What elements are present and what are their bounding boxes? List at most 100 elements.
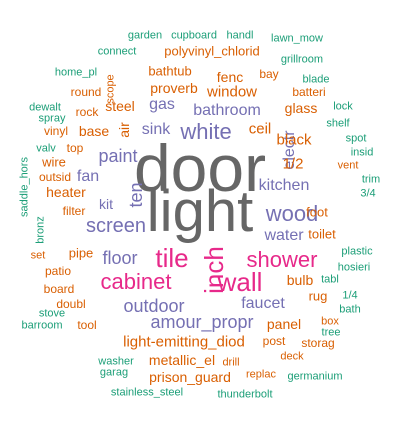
word-cabinet: cabinet	[100, 269, 172, 294]
word-valv: valv	[36, 142, 56, 155]
word-toilet: toilet	[308, 226, 336, 242]
word-steel: steel	[105, 98, 135, 114]
word-1-4: 1/4	[342, 289, 358, 302]
word-drill: drill	[222, 356, 240, 369]
word-foot: foot	[306, 204, 328, 220]
word-blade: blade	[302, 73, 330, 86]
word-glass: glass	[284, 100, 318, 116]
word-ten: ten	[126, 182, 146, 208]
word-storag: storag	[301, 336, 335, 350]
word-top: top	[66, 141, 84, 155]
word-grillroom: grillroom	[280, 53, 324, 66]
word-set: set	[30, 249, 46, 262]
word-board: board	[43, 282, 75, 296]
word-rock: rock	[75, 105, 99, 119]
word-plastic: plastic	[341, 245, 373, 258]
word-paint: paint	[98, 146, 138, 166]
word-box: box	[321, 315, 339, 328]
word-3-4: 3/4	[360, 187, 376, 200]
word-tree: tree	[321, 326, 341, 339]
word-filter: filter	[62, 204, 86, 218]
word-post: post	[262, 334, 286, 348]
word-stove: stove	[38, 307, 66, 320]
word-tile: tile	[155, 243, 189, 273]
word-spray: spray	[38, 112, 66, 125]
word-lock: lock	[333, 100, 353, 113]
word-connect: connect	[97, 45, 137, 58]
word-heater: heater	[46, 184, 86, 200]
word-lawn-mow: lawn_mow	[271, 32, 323, 45]
word-bathtub: bathtub	[148, 63, 192, 79]
word-pipe: pipe	[68, 245, 94, 261]
word-gas: gas	[149, 96, 175, 113]
word-ceil: ceil	[248, 120, 272, 138]
word-bay: bay	[259, 67, 279, 81]
word-trim: trim	[361, 173, 381, 186]
word-kit: kit	[99, 196, 113, 212]
word-patio: patio	[44, 264, 72, 278]
word-round: round	[70, 85, 102, 99]
word-bathroom: bathroom	[193, 102, 261, 119]
word-light-emitting-diod: light-emitting_diod	[123, 333, 245, 351]
word-germanium: germanium	[287, 370, 343, 383]
word-panel: panel	[266, 316, 302, 332]
word-home-pl: home_pl	[54, 66, 98, 79]
word-air: air	[116, 122, 132, 138]
word-outsid: outsid	[38, 170, 72, 184]
word-insid: insid	[350, 146, 374, 159]
word-shelf: shelf	[326, 117, 350, 130]
word-bronz: bronz	[34, 216, 47, 244]
word-bath: bath	[339, 303, 361, 316]
word-cupboard: cupboard	[171, 29, 217, 42]
word-replac: replac	[246, 368, 276, 381]
word-scope: scope	[104, 74, 117, 104]
word-amour-propr: amour_propr	[150, 312, 254, 332]
word-tabl: tabl	[321, 273, 339, 286]
word-handl: handl	[226, 29, 254, 42]
word-fan: fan	[76, 168, 100, 185]
word-proverb: proverb	[150, 80, 198, 96]
word-metallic-el: metallic_el	[148, 352, 216, 368]
word-bulb: bulb	[286, 272, 314, 288]
word-wire: wire	[42, 154, 66, 170]
word-wall: wall	[217, 267, 263, 297]
word-wood: wood	[265, 201, 319, 226]
word-batteri: batteri	[292, 85, 326, 99]
word-polyvinyl-chlorid: polyvinyl_chlorid	[164, 43, 260, 59]
word-rug: rug	[308, 288, 328, 304]
word-prison-guard: prison_guard	[149, 369, 231, 385]
word-vent: vent	[337, 159, 359, 172]
word-shower: shower	[246, 247, 318, 272]
word-barroom: barroom	[21, 319, 63, 332]
word-1-2: 1/2	[282, 155, 304, 173]
word-screen: screen	[85, 215, 147, 237]
word-door: door	[133, 131, 267, 205]
word-garden: garden	[127, 29, 163, 42]
word-floor: floor	[102, 248, 138, 268]
word-water: water	[264, 227, 304, 244]
word-spot: spot	[345, 132, 367, 145]
word-outdoor: outdoor	[123, 296, 185, 316]
word-tool: tool	[77, 318, 97, 332]
word-washer: washer	[98, 355, 134, 368]
word-thunderbolt: thunderbolt	[217, 388, 273, 401]
word-hosieri: hosieri	[337, 261, 371, 274]
word-window: window	[206, 83, 258, 101]
word-stainless-steel: stainless_steel	[110, 386, 184, 399]
word-faucet: faucet	[241, 295, 285, 312]
word-vinyl: vinyl	[43, 124, 69, 138]
word-doubl: doubl	[56, 297, 86, 311]
word-inch: inch	[199, 246, 229, 294]
word-base: base	[78, 123, 110, 139]
word-deck: deck	[280, 350, 304, 363]
word-garag: garag	[99, 366, 129, 379]
word-black: black	[276, 131, 312, 149]
word-dewalt: dewalt	[29, 101, 61, 114]
word-saddle-hors: saddle_hors	[18, 157, 31, 217]
word-sink: sink	[141, 121, 171, 138]
word-light: light	[146, 179, 254, 244]
word-white: white	[180, 119, 232, 144]
word-fenc: fenc	[216, 69, 244, 85]
word-kitchen: kitchen	[258, 177, 310, 194]
